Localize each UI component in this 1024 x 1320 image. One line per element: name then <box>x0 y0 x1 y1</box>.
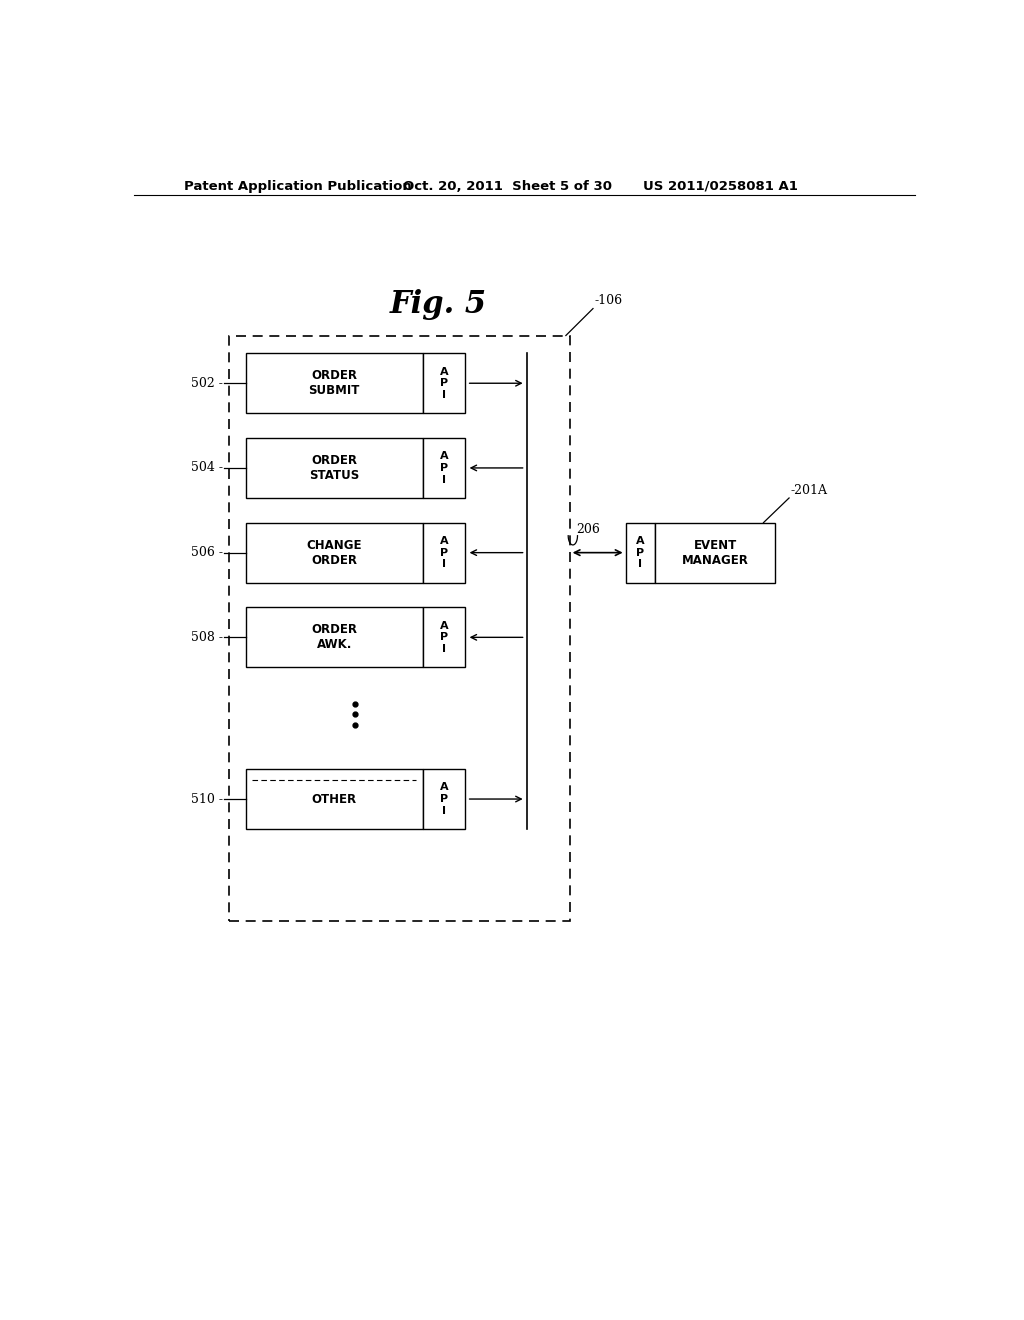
Text: A
P
I: A P I <box>439 367 449 400</box>
Text: 504 -: 504 - <box>190 462 222 474</box>
Bar <box>228 335 569 921</box>
Text: 502 -: 502 - <box>190 376 222 389</box>
Text: -201A: -201A <box>791 484 827 498</box>
Bar <box>423 523 465 582</box>
Bar <box>423 770 465 829</box>
Bar <box>246 354 423 413</box>
Text: 206: 206 <box>575 523 600 536</box>
Bar <box>626 523 655 582</box>
Text: 510 -: 510 - <box>190 792 222 805</box>
Text: 508 -: 508 - <box>190 631 222 644</box>
Bar <box>423 438 465 498</box>
Text: A
P
I: A P I <box>439 620 449 653</box>
Bar <box>246 523 423 582</box>
Bar <box>246 607 423 668</box>
Text: A
P
I: A P I <box>439 451 449 484</box>
Text: ORDER
AWK.: ORDER AWK. <box>311 623 357 651</box>
Text: Oct. 20, 2011  Sheet 5 of 30: Oct. 20, 2011 Sheet 5 of 30 <box>403 180 612 193</box>
Text: -106: -106 <box>595 294 623 308</box>
Bar <box>246 770 423 829</box>
Text: Fig. 5: Fig. 5 <box>389 289 486 321</box>
Text: Patent Application Publication: Patent Application Publication <box>183 180 412 193</box>
Text: A
P
I: A P I <box>439 783 449 816</box>
Text: A
P
I: A P I <box>636 536 644 569</box>
Text: ORDER
SUBMIT: ORDER SUBMIT <box>308 370 359 397</box>
Bar <box>655 523 775 582</box>
Text: OTHER: OTHER <box>311 792 356 805</box>
Text: EVENT
MANAGER: EVENT MANAGER <box>682 539 749 566</box>
Text: 506 -: 506 - <box>190 546 222 560</box>
Text: CHANGE
ORDER: CHANGE ORDER <box>306 539 361 566</box>
Bar <box>423 354 465 413</box>
Bar <box>246 438 423 498</box>
Text: ORDER
STATUS: ORDER STATUS <box>309 454 359 482</box>
Text: US 2011/0258081 A1: US 2011/0258081 A1 <box>643 180 799 193</box>
Text: A
P
I: A P I <box>439 536 449 569</box>
Bar <box>423 607 465 668</box>
